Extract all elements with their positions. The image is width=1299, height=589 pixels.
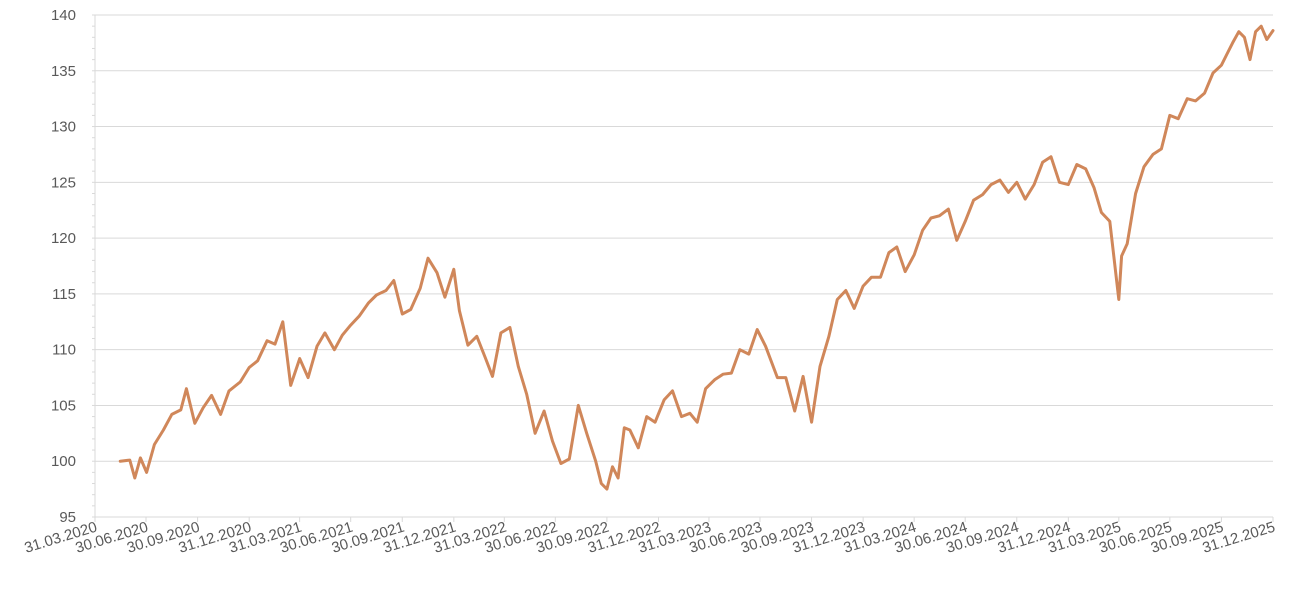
y-tick-label: 105: [51, 397, 76, 414]
y-tick-label: 135: [51, 63, 76, 80]
y-tick-label: 115: [52, 286, 76, 303]
y-tick-label: 100: [51, 453, 76, 470]
y-tick-labels: 95 100 105 110 115 120 125 130 135 140: [51, 7, 76, 526]
x-tick-labels: 31.03.202030.06.202030.09.202031.12.2020…: [22, 519, 1277, 557]
y-tick-label: 120: [51, 230, 76, 247]
axes: [92, 14, 1274, 522]
series-line: [118, 24, 1275, 491]
y-tick-label: 130: [51, 119, 76, 136]
y-tick-label: 110: [52, 342, 76, 359]
grid-lines: [95, 14, 1273, 462]
y-tick-label: 140: [51, 7, 76, 24]
y-tick-label: 95: [59, 509, 76, 526]
y-tick-label: 125: [51, 174, 76, 191]
